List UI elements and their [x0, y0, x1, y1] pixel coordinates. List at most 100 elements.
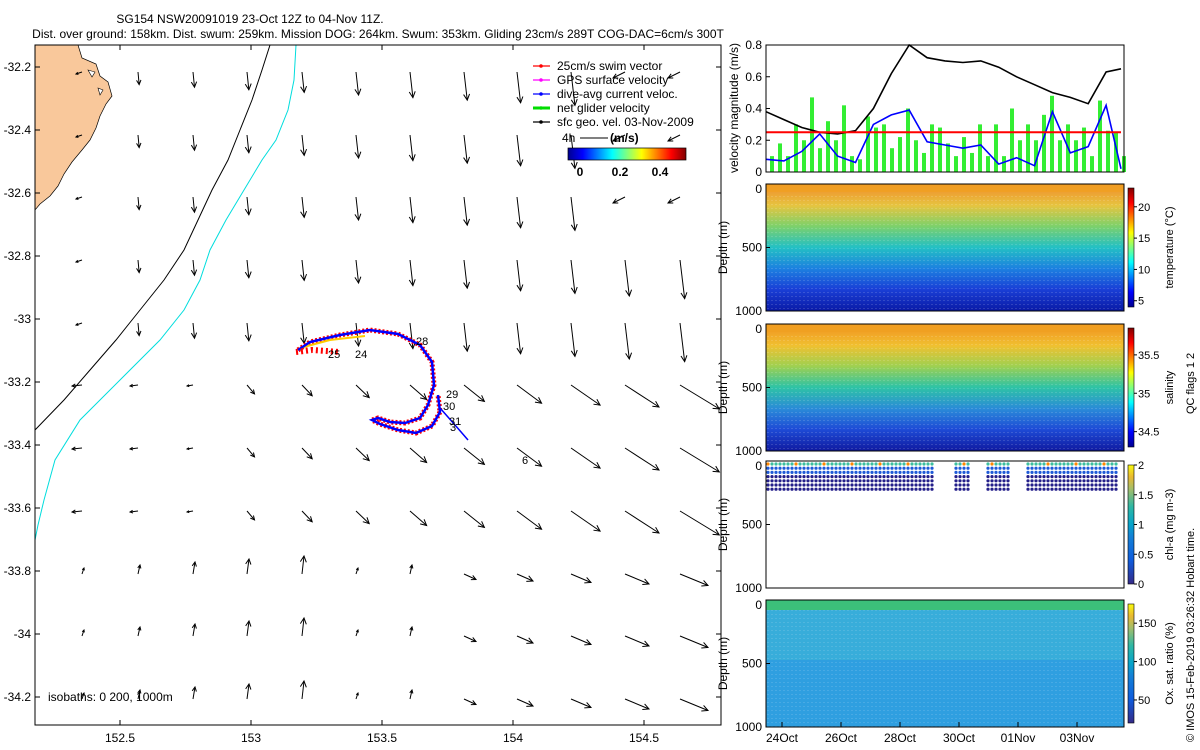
velocity-arrow-60	[70, 383, 83, 388]
salinity-colorbar	[1127, 327, 1135, 448]
time-label-3: 30Oct	[943, 731, 976, 745]
velocity-arrow-70	[624, 384, 660, 408]
velocity-arrow-10	[612, 71, 626, 79]
velocity-arrow-61	[128, 383, 139, 388]
chl-profile-33	[898, 462, 902, 491]
velocity-arrow-68	[516, 384, 543, 404]
temperature-colorbar	[1127, 187, 1135, 308]
chl-profile-49	[962, 462, 966, 491]
oxygen-ytick-label-1: 500	[742, 657, 762, 671]
temperature-field	[766, 184, 1124, 311]
velocity-axis: 0 0.2 0.4 0.6 0.8	[745, 38, 770, 179]
vel-bar-34	[1042, 114, 1046, 172]
velocity-arrow-104	[516, 573, 535, 582]
velocity-arrow-44	[516, 259, 524, 292]
chl-profile-29	[882, 462, 886, 491]
velocity-arrow-117	[570, 635, 593, 646]
velocity-arrow-5	[354, 71, 362, 97]
velocity-arrow-59	[679, 322, 688, 363]
vel-bar-14	[882, 124, 886, 172]
velocity-arrow-20	[516, 134, 524, 167]
vel-ytick-label-2: 0.4	[745, 102, 762, 116]
chl-profile-56	[990, 462, 994, 491]
chl-profile-20	[846, 462, 850, 491]
velocity-arrow-13	[136, 134, 142, 149]
velocity-arrow-114	[409, 625, 414, 637]
vel-bar-16	[898, 137, 902, 172]
temperature-ytick-label-2: 1000	[735, 304, 762, 318]
oxygen-upper	[766, 610, 1124, 660]
vel-bar-20	[930, 124, 934, 172]
velocity-arrow-79	[463, 447, 486, 466]
day-label-3: 29	[446, 389, 458, 401]
velocity-arrow-107	[679, 573, 710, 587]
velocity-arrow-23	[667, 134, 681, 142]
chlorophyll-ytick-label-0: 0	[755, 459, 762, 473]
temperature-surface	[766, 184, 1124, 192]
vel-bar-17	[906, 108, 910, 172]
oxygen-ytick-label-0: 0	[755, 598, 762, 612]
salinity-ytick-label-0: 0	[755, 322, 762, 336]
map-ytick-label-10: -34.2	[4, 690, 32, 704]
map-xtick-label-3: 154	[503, 731, 523, 745]
islands	[87, 69, 104, 96]
legend-label-1: GPS surface velocity	[557, 73, 668, 87]
vel-bar-30	[1010, 108, 1014, 172]
temperature-cb-label-1: 10	[1138, 264, 1150, 276]
velocity-arrow-43	[463, 259, 471, 290]
chl-profile-59	[1002, 462, 1006, 491]
velocity-arrow-7	[463, 71, 471, 102]
vel-bar-27	[986, 156, 990, 172]
velocity-arrow-116	[516, 635, 535, 644]
velocity-arrow-50	[190, 322, 198, 340]
chl-profile-40	[926, 462, 930, 491]
chl-profile-23	[858, 462, 862, 491]
isobath-label: isobaths: 0 200, 1000m	[48, 690, 173, 704]
vel-bar-25	[970, 152, 974, 172]
velocity-arrow-11	[667, 71, 681, 79]
vel-bar-13	[874, 127, 878, 172]
velocity-arrow-101	[355, 566, 359, 575]
time-label-4: 01Nov	[1001, 731, 1036, 745]
velocity-arrow-95	[679, 510, 721, 536]
day-label-2: 28	[416, 336, 428, 348]
velocity-arrow-129	[570, 698, 593, 709]
velocity-arrow-54	[408, 322, 416, 350]
time-axis: 24Oct 26Oct 28Oct 30Oct 01Nov 03Nov	[766, 722, 1094, 745]
velocity-arrow-1	[136, 71, 142, 86]
velocity-arrow-84	[70, 509, 83, 514]
vel-bar-35	[1050, 95, 1054, 172]
chl-profile-65	[1026, 462, 1030, 491]
velocity-arrow-31	[463, 196, 471, 227]
chl-profile-37	[914, 462, 918, 491]
chl-profile-79	[1082, 462, 1086, 491]
swim-vectors-west	[295, 346, 341, 355]
velocity-arrow-78	[409, 447, 428, 464]
chl-profile-17	[834, 462, 838, 491]
chlorophyll-ytick-label-2: 1000	[735, 581, 762, 595]
velocity-arrow-3	[244, 71, 252, 91]
legend-label-4: sfc geo. vel. 03-Nov-2009	[557, 115, 694, 129]
section-salinity: 0 500 1000 Depth (m) 34.5 35 35.5 salinity	[716, 322, 1176, 458]
velocity-arrow-110	[191, 622, 197, 637]
map-colorbar-tick-0: 0	[577, 165, 584, 179]
velocity-arrow-46	[624, 259, 633, 298]
velocity-arrow-39	[244, 259, 252, 279]
map-ytick-label-0: -32.2	[4, 60, 32, 74]
chlorophyll-cb-title: chl-a (mg m-3)	[1164, 489, 1176, 561]
vel-bar-40	[1090, 156, 1094, 172]
chl-profile-4	[782, 462, 786, 491]
velocity-arrow-67	[463, 384, 486, 403]
map-ytick-label-8: -33.8	[4, 564, 32, 578]
oxygen-cb-label-0: 50	[1138, 695, 1150, 707]
legend-label-0: 25cm/s swim vector	[557, 59, 662, 73]
day-label-4: 30	[443, 401, 455, 413]
velocity-arrow-32	[516, 196, 524, 229]
map-frame	[34, 44, 722, 726]
qc-flags-label: QC flags 1 2	[1185, 353, 1197, 414]
chl-profile-84	[1102, 462, 1106, 491]
chl-profile-16	[830, 462, 834, 491]
velocity-arrow-88	[301, 510, 313, 523]
section-oxygen: 0 500 1000 Depth (m) 50 100 150 Ox. sat. ratio …	[716, 598, 1176, 734]
